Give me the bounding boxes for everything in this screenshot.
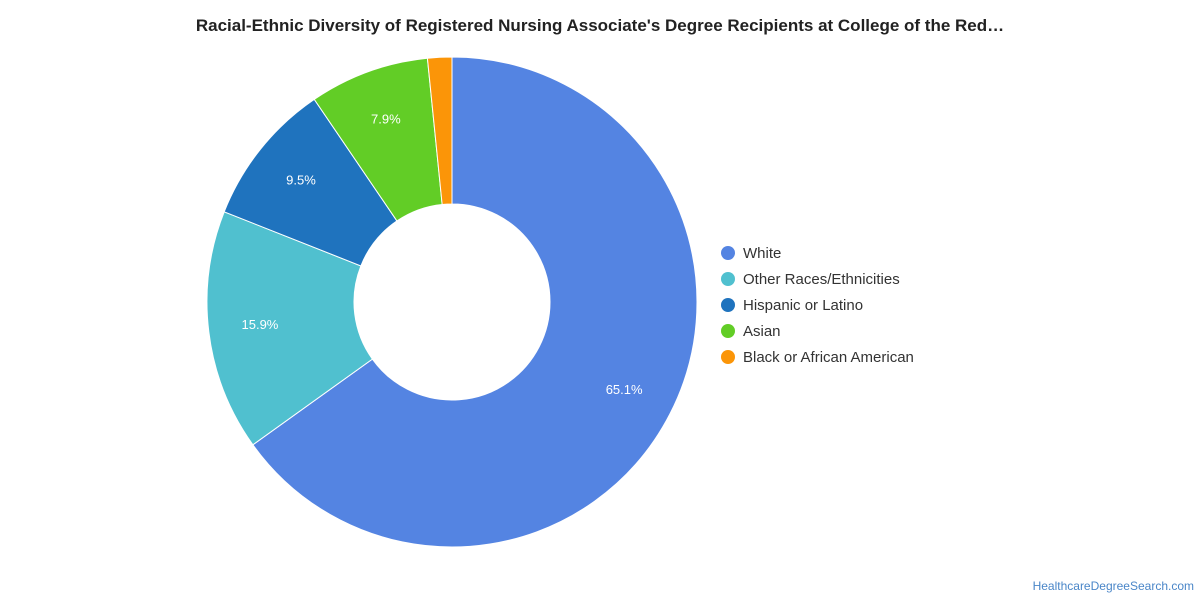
data-label-other-races-ethnicities: 15.9% <box>242 317 279 332</box>
legend-label: Hispanic or Latino <box>743 296 864 314</box>
legend-item-other-races-ethnicities[interactable]: Other Races/Ethnicities <box>721 266 914 292</box>
slices-group <box>206 56 698 548</box>
chart-legend: White Other Races/Ethnicities Hispanic or … <box>721 240 914 370</box>
chart-title: Racial-Ethnic Diversity of Registered Nu… <box>195 16 1005 35</box>
legend-item-hispanic-or-latino[interactable]: Hispanic or Latino <box>721 292 914 318</box>
legend-swatch <box>721 246 735 260</box>
data-label-asian: 7.9% <box>371 112 401 127</box>
legend-swatch <box>721 350 735 364</box>
legend-item-black-or-african-american[interactable]: Black or African American <box>721 344 914 370</box>
data-label-white: 65.1% <box>606 382 643 397</box>
slice-white[interactable] <box>252 56 698 548</box>
data-label-hispanic-or-latino: 9.5% <box>286 172 316 187</box>
legend-item-asian[interactable]: Asian <box>721 318 914 344</box>
legend-swatch <box>721 324 735 338</box>
legend-label: Other Races/Ethnicities <box>743 270 900 288</box>
source-credit-link[interactable]: HealthcareDegreeSearch.com <box>1032 579 1194 593</box>
legend-label: White <box>743 244 782 262</box>
legend-label: Asian <box>743 322 781 340</box>
slice-black-or-african-american[interactable] <box>426 56 453 206</box>
legend-label: Black or African American <box>743 348 914 366</box>
data-labels-group: 65.1% 15.9% 9.5% 7.9% <box>242 112 643 397</box>
legend-item-white[interactable]: White <box>721 240 914 266</box>
legend-swatch <box>721 272 735 286</box>
legend-swatch <box>721 298 735 312</box>
slice-other-races-ethnicities[interactable] <box>206 211 374 446</box>
